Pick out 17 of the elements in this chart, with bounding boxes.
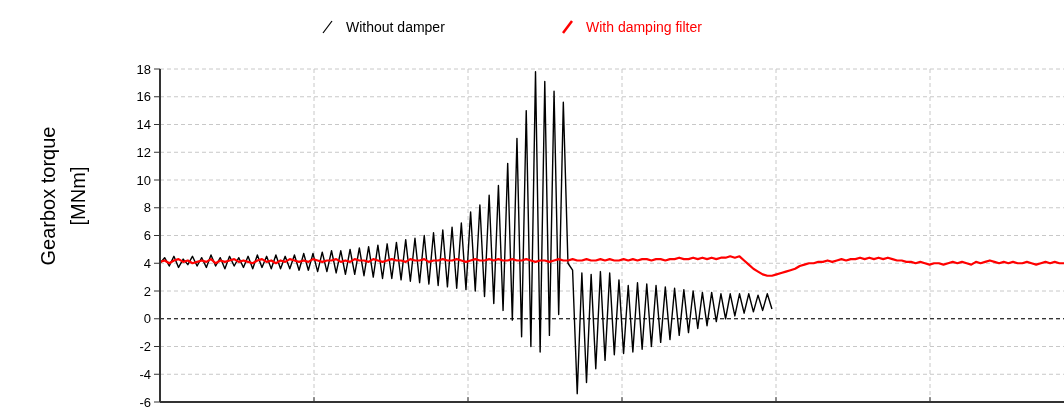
y-tick-label: 8 bbox=[143, 200, 151, 216]
legend-label: With damping filter bbox=[586, 18, 703, 35]
y-tick-label: -6 bbox=[139, 394, 151, 407]
y-tick-label: 10 bbox=[136, 172, 151, 188]
line-series bbox=[158, 255, 1064, 277]
y-tick-label: 6 bbox=[143, 228, 151, 244]
y-tick-label: 14 bbox=[136, 117, 151, 133]
y-tick-label: 18 bbox=[136, 61, 151, 77]
y-tick-label: 16 bbox=[136, 89, 151, 105]
y-tick-label: -2 bbox=[139, 339, 151, 355]
y-tick-label: 0 bbox=[143, 311, 151, 327]
y-tick-label: 4 bbox=[143, 255, 151, 271]
legend-label: Without damper bbox=[346, 18, 446, 35]
y-tick-label: 2 bbox=[143, 283, 151, 299]
y-tick-label: -4 bbox=[139, 366, 151, 382]
y-axis-title: Gearbox torque [MNm] bbox=[37, 126, 89, 266]
y-tick-label: 12 bbox=[136, 144, 151, 160]
